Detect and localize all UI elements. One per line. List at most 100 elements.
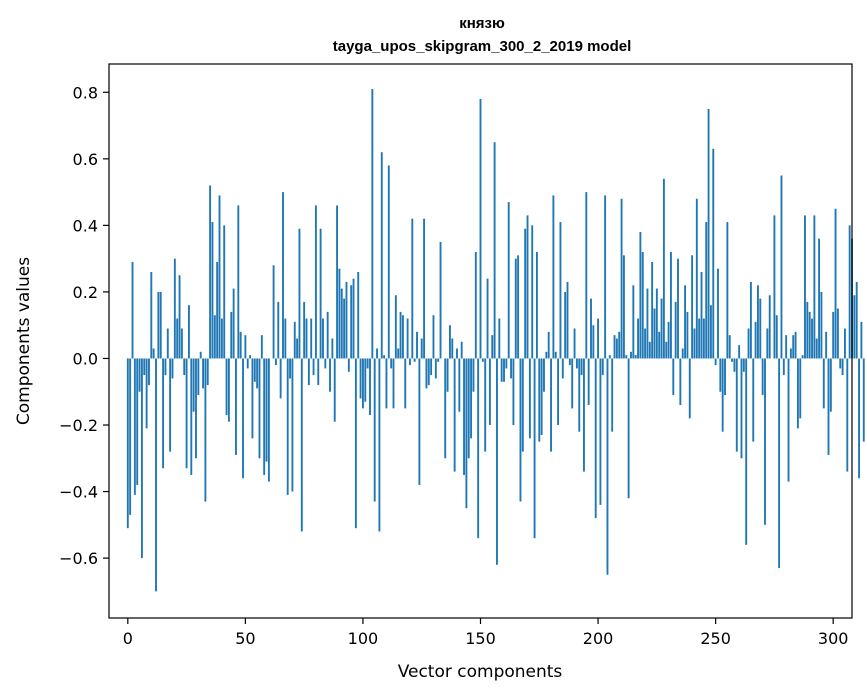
bar-251 [717, 268, 719, 359]
bar-124 [418, 358, 421, 485]
bar-312 [860, 321, 863, 359]
bar-270 [761, 358, 764, 396]
bar-35 [209, 185, 212, 359]
y-tick-label-7: 0.8 [73, 83, 98, 102]
bar-22 [178, 275, 181, 359]
bar-62 [272, 265, 275, 359]
bar-189 [571, 358, 574, 409]
bar-284 [794, 331, 797, 359]
bar-30 [197, 358, 200, 396]
bar-150 [479, 98, 482, 359]
bar-4 [136, 358, 139, 485]
bar-155 [491, 335, 494, 359]
bar-17 [166, 328, 169, 359]
bar-153 [486, 278, 489, 359]
bar-67 [284, 318, 287, 359]
bar-98 [357, 271, 360, 359]
bar-282 [789, 348, 792, 359]
bar-16 [164, 358, 167, 376]
bar-186 [564, 291, 567, 359]
plot-frame [108, 63, 853, 619]
bar-311 [858, 358, 860, 479]
bar-254 [724, 358, 726, 396]
bar-260 [738, 345, 741, 359]
bar-160 [503, 358, 505, 382]
bar-300 [832, 311, 835, 359]
bar-246 [705, 222, 708, 359]
bar-224 [653, 308, 656, 359]
bar-179 [547, 331, 550, 359]
bar-112 [390, 358, 393, 369]
bar-125 [420, 338, 423, 359]
bar-97 [354, 358, 357, 529]
y-tick-label-5: 0.4 [73, 216, 98, 235]
chart-title: князю [459, 15, 505, 32]
bar-216 [634, 355, 637, 359]
bar-100 [362, 358, 364, 409]
bar-12 [155, 358, 157, 592]
bar-75 [303, 301, 306, 359]
bar-95 [350, 285, 353, 359]
bar-265 [749, 281, 752, 359]
bar-307 [848, 225, 851, 359]
bar-47 [237, 205, 240, 359]
x-tick-label-300: 300 [818, 629, 849, 648]
bar-273 [768, 295, 771, 359]
bar-114 [394, 295, 397, 359]
bar-99 [359, 358, 362, 399]
bar-145 [467, 358, 470, 459]
bar-168 [521, 358, 524, 452]
bar-6 [140, 358, 143, 559]
bar-296 [822, 358, 825, 409]
bar-233 [674, 301, 677, 359]
bar-151 [481, 358, 484, 362]
bar-166 [517, 255, 520, 359]
bar-201 [599, 358, 602, 505]
bar-71 [293, 321, 296, 359]
bar-156 [493, 142, 496, 359]
bar-106 [376, 348, 378, 359]
bar-53 [251, 358, 254, 439]
bar-102 [366, 358, 369, 369]
bar-191 [575, 358, 578, 369]
bar-240 [691, 255, 694, 359]
bar-291 [811, 318, 813, 359]
bar-86 [329, 358, 331, 392]
bar-173 [533, 358, 536, 539]
bar-23 [180, 328, 183, 359]
y-tick-label-6: 0.6 [73, 150, 98, 169]
bar-248 [709, 305, 712, 359]
bar-94 [347, 358, 350, 372]
bar-120 [409, 358, 411, 366]
bar-57 [260, 335, 263, 359]
y-tick-label-2: −0.2 [59, 416, 98, 435]
bar-200 [597, 318, 599, 359]
bar-267 [754, 321, 757, 359]
bar-165 [514, 258, 517, 359]
bar-239 [688, 358, 691, 419]
bar-241 [693, 328, 696, 359]
bar-25 [185, 358, 188, 469]
bar-277 [778, 358, 781, 569]
bar-79 [312, 358, 315, 376]
bar-207 [613, 335, 616, 359]
bar-40 [220, 318, 223, 359]
bar-171 [528, 358, 531, 439]
bar-294 [818, 238, 821, 359]
bar-162 [507, 202, 510, 359]
bar-281 [787, 358, 790, 482]
bar-295 [820, 291, 823, 359]
bar-26 [188, 305, 190, 359]
bar-27 [190, 358, 193, 475]
bar-56 [258, 358, 261, 459]
bar-255 [726, 222, 729, 359]
bar-164 [512, 358, 515, 426]
bar-10 [150, 271, 153, 359]
bar-236 [681, 348, 684, 359]
bar-141 [458, 358, 461, 412]
bar-217 [637, 318, 639, 359]
bar-19 [171, 358, 174, 379]
bar-177 [543, 358, 545, 392]
x-tick-label-150: 150 [465, 629, 496, 648]
